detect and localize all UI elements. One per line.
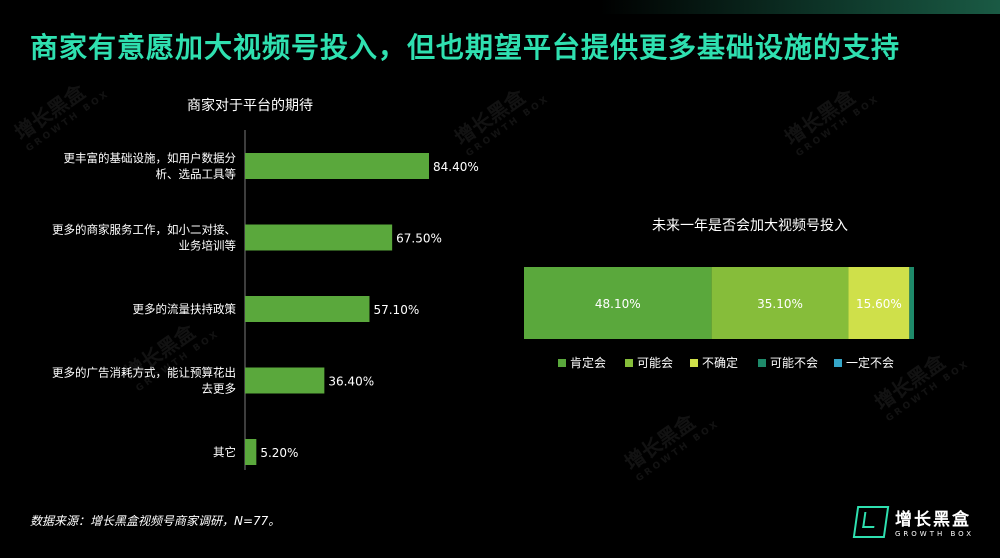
category-label: 更多的广告消耗方式，能让预算花出 — [52, 366, 236, 380]
data-label: 35.10% — [757, 297, 803, 311]
brand-logo: 增长黑盒 GROWTH BOX — [852, 505, 975, 538]
bar — [245, 153, 429, 179]
legend-label: 肯定会 — [570, 355, 606, 370]
legend-swatch — [625, 359, 633, 367]
bar — [245, 367, 325, 394]
investment-stacked-bar-chart: 未来一年是否会加大视频号投入 48.10% 35.10% 15.60% 肯定会 可能会 不确… — [524, 218, 914, 370]
top-accent-line — [0, 0, 1000, 14]
data-label: 36.40% — [328, 375, 374, 389]
legend-swatch — [834, 359, 842, 367]
legend-label: 一定不会 — [846, 355, 894, 370]
logo-text-cn: 增长黑盒 — [895, 510, 971, 530]
data-label: 57.10% — [373, 303, 419, 317]
legend-swatch — [758, 359, 766, 367]
data-source-note: 数据来源：增长黑盒视频号商家调研，N=77。 — [30, 514, 281, 528]
stack-segment — [848, 267, 910, 339]
stack-segment — [711, 267, 849, 339]
growth-box-icon — [852, 505, 890, 538]
legend-label: 不确定 — [702, 355, 738, 370]
category-label: 更多的流量扶持政策 — [133, 302, 237, 316]
category-label: 去更多 — [202, 382, 237, 396]
category-label: 更多的商家服务工作，如小二对接、 — [52, 223, 236, 237]
chart-title: 未来一年是否会加大视频号投入 — [652, 218, 848, 234]
category-label: 业务培训等 — [179, 239, 237, 253]
legend-swatch — [558, 359, 566, 367]
data-label: 15.60% — [856, 297, 902, 311]
watermark: 增长黑盒 GROWTH BOX — [620, 409, 723, 485]
category-label: 更丰富的基础设施，如用户数据分 — [64, 151, 237, 165]
bar — [245, 224, 393, 251]
category-label: 其它 — [213, 445, 236, 459]
data-label: 5.20% — [260, 446, 298, 460]
bar — [245, 439, 257, 465]
stack-segment — [524, 267, 712, 339]
page-title: 商家有意愿加大视频号投入，但也期望平台提供更多基础设施的支持 — [30, 31, 901, 64]
chart-title: 商家对于平台的期待 — [187, 97, 313, 114]
data-label: 48.10% — [595, 297, 641, 311]
data-label: 67.50% — [396, 232, 442, 246]
legend-label: 可能不会 — [770, 356, 818, 370]
category-label: 析、选品工具等 — [156, 167, 237, 181]
logo-text-en: GROWTH BOX — [895, 530, 975, 538]
legend-label: 可能会 — [637, 356, 673, 370]
bar — [245, 296, 370, 322]
stack-segment — [909, 267, 914, 339]
watermark: 增长黑盒 GROWTH BOX — [780, 84, 883, 160]
legend-swatch — [690, 359, 698, 367]
data-label: 84.40% — [433, 160, 479, 174]
